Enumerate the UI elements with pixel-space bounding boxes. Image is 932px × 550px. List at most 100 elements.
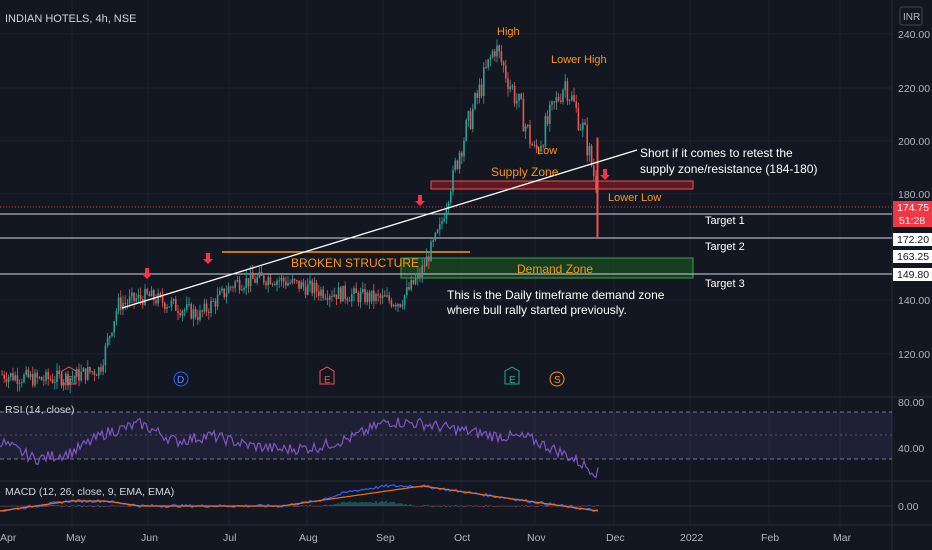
candle-body xyxy=(505,65,507,79)
time-tick: Sep xyxy=(376,532,395,544)
macd-bar xyxy=(287,505,289,507)
macd-bar xyxy=(497,506,499,507)
macd-bar xyxy=(49,504,51,506)
candle-body xyxy=(87,367,89,380)
macd-bar xyxy=(25,506,27,508)
candle-body xyxy=(373,290,375,302)
candle-body xyxy=(252,272,254,279)
macd-bar xyxy=(81,506,83,508)
rsi-line[interactable] xyxy=(0,417,599,479)
time-tick: Nov xyxy=(527,532,546,544)
candle-body xyxy=(320,289,322,296)
candle-body xyxy=(595,176,597,191)
trend-line[interactable] xyxy=(121,149,638,309)
macd-bar xyxy=(307,506,309,507)
rsi-title[interactable]: RSI (14, close) xyxy=(5,404,74,416)
candle-body xyxy=(410,279,412,290)
candle-body xyxy=(260,271,263,276)
earnings-marker-icon[interactable]: E xyxy=(504,366,520,386)
candle-body xyxy=(302,282,305,287)
event-label: D xyxy=(177,375,184,386)
earnings-marker-icon[interactable]: E xyxy=(319,366,335,386)
candle-body xyxy=(544,116,547,147)
candle-body xyxy=(498,45,500,52)
macd-bar xyxy=(347,502,349,506)
candle-body xyxy=(588,145,591,156)
candle-body xyxy=(527,124,529,126)
earnings-marker-icon[interactable]: E xyxy=(61,366,77,386)
candle-body xyxy=(289,282,291,284)
candle-body xyxy=(513,85,516,104)
candle-body xyxy=(60,374,63,386)
macd-bar xyxy=(95,506,97,507)
candle-body xyxy=(311,280,313,294)
time-tick: Feb xyxy=(761,532,779,544)
candle-body xyxy=(392,304,395,307)
macd-bar xyxy=(311,505,313,507)
dividend-marker-icon[interactable]: D xyxy=(173,371,189,387)
candle-body xyxy=(51,379,54,383)
macd-bar xyxy=(309,504,311,506)
macd-bar xyxy=(63,506,65,507)
macd-bar xyxy=(581,505,583,507)
candle-body xyxy=(128,296,131,304)
time-axis[interactable]: Apr May Jun Jul Aug Sep Oct Nov Dec 2022… xyxy=(0,532,852,544)
candle-body xyxy=(3,374,5,379)
candle-body xyxy=(56,370,58,383)
macd-bar xyxy=(343,501,345,506)
macd-bar xyxy=(531,505,533,507)
split-marker-icon[interactable]: S xyxy=(549,371,565,387)
event-markers[interactable]: E D E E S xyxy=(61,366,565,387)
candle-body xyxy=(146,289,148,294)
macd-bar xyxy=(403,504,405,506)
macd-bar xyxy=(401,503,403,506)
macd-bar xyxy=(429,505,431,507)
macd-signal-line[interactable] xyxy=(0,485,599,512)
candle-body xyxy=(135,298,137,301)
macd-bar xyxy=(543,506,545,507)
down-arrow-icon xyxy=(600,169,610,180)
macd-bar xyxy=(353,501,355,506)
candle-body xyxy=(472,108,474,129)
macd-bar xyxy=(517,505,519,507)
candle-body xyxy=(230,286,232,288)
candle-body xyxy=(315,282,318,292)
macd-bar xyxy=(521,505,523,506)
macd-bar xyxy=(427,504,429,506)
candle-body xyxy=(47,371,49,380)
macd-title[interactable]: MACD (12, 26, close, 9, EMA, EMA) xyxy=(5,486,174,498)
candle-body xyxy=(419,273,421,278)
candle-body xyxy=(522,98,525,132)
candle-body xyxy=(5,378,8,382)
candle-body xyxy=(386,295,388,297)
candle-body xyxy=(535,144,538,149)
price-axis[interactable]: 240.00 220.00 200.00 180.00 140.00 120.0… xyxy=(898,29,930,361)
macd-bar xyxy=(431,506,433,508)
macd-bar xyxy=(503,506,505,507)
candle-body xyxy=(293,278,296,281)
candle-body xyxy=(166,307,168,310)
macd-bar xyxy=(75,506,77,507)
supply-zone[interactable] xyxy=(430,180,694,190)
candle-body xyxy=(65,373,67,383)
candle-body xyxy=(254,278,256,283)
candle-body xyxy=(287,282,289,286)
macd-bar xyxy=(377,502,379,506)
candle-body xyxy=(322,289,324,298)
symbol-title[interactable]: INDIAN HOTELS, 4h, NSE xyxy=(5,13,136,25)
label-broken-structure: BROKEN STRUCTURE xyxy=(291,256,419,270)
candle-body xyxy=(511,85,514,87)
macd-bar xyxy=(53,504,55,506)
demand-zone[interactable] xyxy=(400,257,694,279)
candle-body xyxy=(568,100,571,101)
macd-bar xyxy=(109,506,111,507)
candle-body xyxy=(285,281,287,286)
macd-bar xyxy=(73,505,75,507)
candle-body xyxy=(219,290,221,295)
candle-body xyxy=(91,371,93,373)
candle-body xyxy=(524,125,527,132)
currency-badge[interactable] xyxy=(899,6,923,26)
macd-bar xyxy=(43,506,45,507)
candle-body xyxy=(421,265,423,278)
